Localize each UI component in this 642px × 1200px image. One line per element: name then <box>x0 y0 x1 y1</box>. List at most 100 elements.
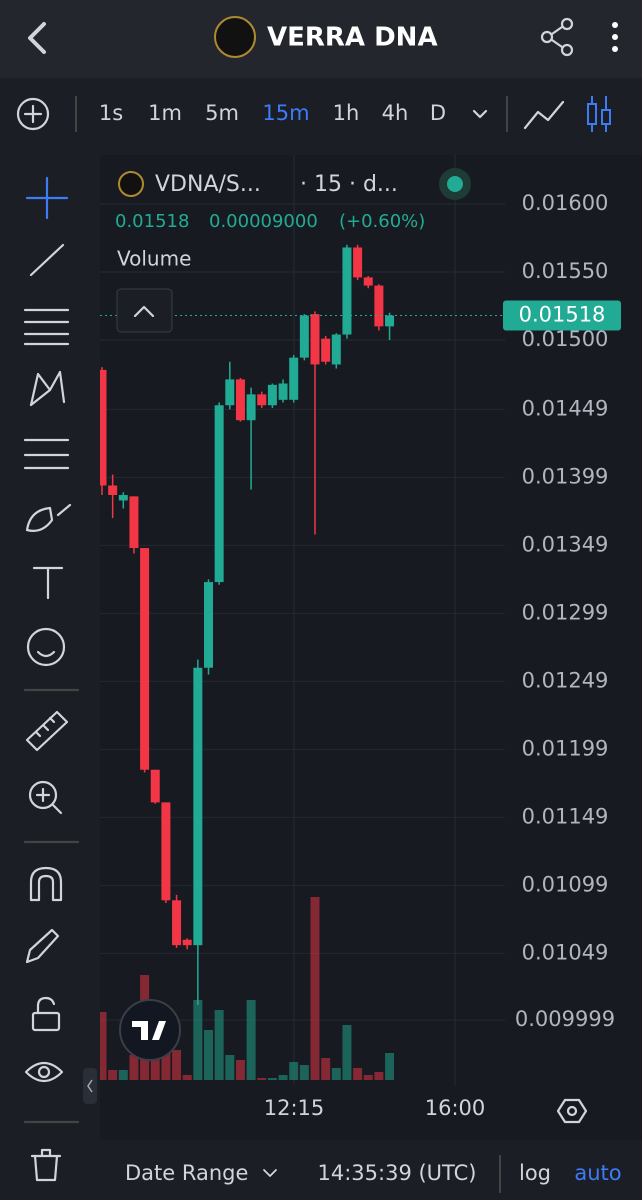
zoom-tool[interactable] <box>28 780 63 815</box>
toolbar-toggle-icon <box>87 1079 93 1093</box>
timeframe-button[interactable]: 4h <box>382 101 409 125</box>
volume-bar <box>235 1060 245 1080</box>
candle-body <box>140 548 150 770</box>
more-button[interactable] <box>612 22 618 52</box>
magnet-tool[interactable] <box>29 866 63 902</box>
volume-bar <box>204 1030 213 1080</box>
y-tick-label: 0.01500 <box>522 327 609 351</box>
grid <box>100 155 505 1085</box>
last-price-badge <box>503 300 621 331</box>
volume-legend: Volume <box>117 247 191 271</box>
candle-body <box>204 582 213 668</box>
timeframe-button[interactable]: 1h <box>333 101 360 125</box>
volume-bar <box>246 1000 256 1080</box>
visibility-tool[interactable] <box>24 1061 64 1083</box>
timeframe-bar <box>0 78 642 150</box>
y-tick-label: 0.01149 <box>522 804 609 828</box>
lock-drawings-tool[interactable] <box>25 928 60 964</box>
volume-bar <box>385 1053 395 1080</box>
candle-chart-button[interactable] <box>587 96 611 132</box>
candle-body <box>363 277 373 286</box>
text-tool[interactable] <box>32 566 64 600</box>
timeframe-button[interactable]: 5m <box>205 101 239 125</box>
add-indicator-button[interactable] <box>16 97 50 131</box>
delete-tool[interactable] <box>30 1148 62 1182</box>
line-chart-button[interactable] <box>523 100 565 130</box>
last-price: 0.01518 <box>115 211 189 232</box>
candle-body <box>182 939 192 946</box>
fib-tool[interactable] <box>23 438 70 470</box>
volume-bar <box>172 1050 182 1080</box>
emoji-tool[interactable] <box>26 627 66 667</box>
token-logo <box>214 16 256 58</box>
candles <box>100 244 505 1006</box>
volume-bar <box>182 1075 192 1080</box>
volume-bar <box>310 897 320 1080</box>
log-toggle[interactable]: log <box>519 1161 551 1185</box>
tradingview-logo-mark <box>132 1021 166 1040</box>
candle-body <box>374 285 384 327</box>
price-axis: 0.01600 0.01550 0.01500 0.01449 0.01399 0.013… <box>503 191 621 1031</box>
volume-bar <box>321 1058 331 1080</box>
candle-body <box>353 247 363 278</box>
timeframe-dropdown[interactable] <box>472 109 488 119</box>
status-dot <box>447 176 463 192</box>
back-button[interactable] <box>28 22 46 54</box>
clock: 14:35:39 (UTC) <box>317 1161 476 1185</box>
timeframe-button[interactable]: 1m <box>148 101 182 125</box>
page-title: VERRA DNA <box>267 23 438 53</box>
candle-body <box>289 357 299 400</box>
symbol-logo <box>118 171 144 197</box>
volume-bar <box>257 1078 267 1080</box>
timeframe-button[interactable]: D <box>430 101 446 125</box>
candle-body <box>161 802 171 901</box>
last-price-label: 0.01518 <box>519 302 606 326</box>
volume-bar <box>278 1075 288 1080</box>
measure-tool[interactable] <box>25 710 69 752</box>
brush-tool[interactable] <box>25 503 72 532</box>
candle-body <box>118 495 128 501</box>
bottom-bar <box>100 1140 642 1200</box>
candle-body <box>310 314 320 365</box>
candle-body <box>214 405 224 583</box>
date-range-button[interactable]: Date Range <box>125 1161 248 1185</box>
parallel-channel-tool[interactable] <box>23 308 70 346</box>
auto-toggle[interactable]: auto <box>574 1161 621 1185</box>
volume-bar <box>225 1055 235 1080</box>
change: 0.00009000 <box>209 211 318 232</box>
lock-tool[interactable] <box>31 996 61 1032</box>
volume-bar <box>299 1065 309 1080</box>
tradingview-logo <box>119 999 181 1061</box>
chart-settings-button[interactable] <box>556 1098 588 1124</box>
crosshair-tool[interactable] <box>25 176 69 220</box>
timeframe-button[interactable]: 15m <box>262 101 309 125</box>
candle-body <box>129 496 139 549</box>
volume-bar <box>342 1025 352 1080</box>
y-tick-label: 0.01550 <box>522 259 609 283</box>
y-tick-label: 0.01600 <box>522 191 609 215</box>
collapse-icon <box>133 305 155 318</box>
y-tick-label: 0.01049 <box>522 940 609 964</box>
candle-body <box>331 334 341 365</box>
candle-body <box>299 315 309 358</box>
volume-bar <box>353 1068 363 1080</box>
y-tick-label: 0.01399 <box>522 464 609 488</box>
y-tick-label: 0.01199 <box>522 736 609 760</box>
share-button[interactable] <box>540 17 574 57</box>
candle-body <box>246 394 256 421</box>
x-tick-label: 12:15 <box>264 1096 325 1120</box>
pattern-tool[interactable] <box>29 370 66 407</box>
collapse-legend-button[interactable] <box>116 288 173 333</box>
volume-bar <box>267 1078 277 1080</box>
toolbar-toggle[interactable] <box>83 1068 97 1104</box>
volume-bar <box>289 1062 299 1080</box>
symbol: VDNA/S... <box>155 172 261 197</box>
candle-body <box>235 379 245 421</box>
volume-bar <box>193 1000 203 1080</box>
timeframe-button[interactable]: 1s <box>99 101 123 125</box>
candle-body <box>150 769 160 803</box>
trend-line-tool[interactable] <box>29 243 65 277</box>
volume-bar <box>161 1050 171 1080</box>
